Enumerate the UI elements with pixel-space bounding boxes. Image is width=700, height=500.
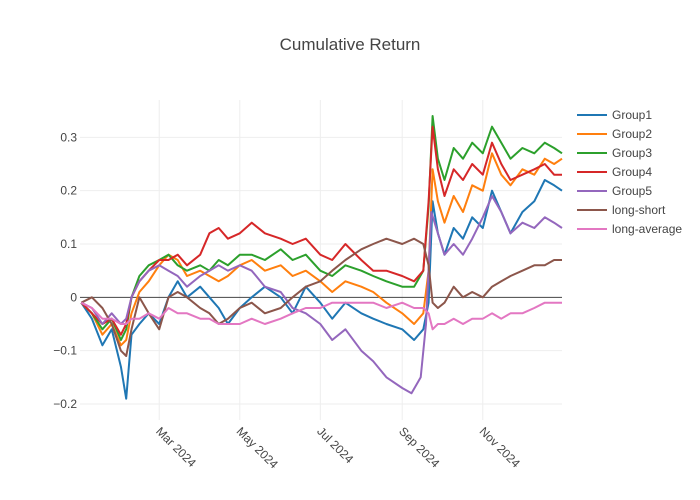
- legend-label: Group2: [612, 127, 652, 141]
- chart-title: Cumulative Return: [280, 35, 421, 54]
- legend-label: long-average: [612, 222, 682, 236]
- y-tick-label: 0.3: [60, 130, 77, 144]
- series-line-long-short: [80, 237, 562, 357]
- x-tick-label: May 2024: [234, 424, 281, 471]
- series-line-group3: [80, 115, 563, 341]
- legend-label: Group1: [612, 108, 652, 122]
- legend-label: Group3: [612, 146, 652, 160]
- legend-item[interactable]: Group2: [577, 127, 652, 141]
- y-tick-label: 0.1: [60, 237, 77, 251]
- series-line-long-average: [80, 301, 562, 331]
- legend-item[interactable]: long-short: [577, 203, 666, 217]
- x-tick-label: Jul 2024: [314, 424, 356, 466]
- legend: Group1 Group2 Group3 Group4 Group5 long-short…: [577, 108, 682, 236]
- legend-label: long-short: [612, 203, 666, 217]
- y-tick-label: 0.2: [60, 184, 77, 198]
- series-line-group2: [80, 152, 563, 347]
- x-tick-label: Nov 2024: [477, 424, 523, 470]
- series-line-group5: [80, 195, 563, 395]
- legend-label: Group4: [612, 165, 652, 179]
- legend-item[interactable]: long-average: [577, 222, 682, 236]
- legend-item[interactable]: Group4: [577, 165, 652, 179]
- series-lines: [80, 115, 563, 400]
- x-tick-label: Mar 2024: [153, 424, 199, 470]
- x-axis-ticks: Mar 2024 May 2024 Jul 2024 Sep 2024 Nov 2024: [153, 424, 523, 471]
- legend-item[interactable]: Group5: [577, 184, 652, 198]
- legend-item[interactable]: Group1: [577, 108, 652, 122]
- y-axis-ticks: −0.2 −0.1 0 0.1 0.2 0.3: [53, 130, 77, 411]
- legend-item[interactable]: Group3: [577, 146, 652, 160]
- y-tick-label: −0.2: [53, 397, 77, 411]
- y-tick-label: −0.1: [53, 344, 77, 358]
- x-tick-label: Sep 2024: [396, 424, 442, 470]
- legend-label: Group5: [612, 184, 652, 198]
- y-tick-label: 0: [70, 290, 77, 304]
